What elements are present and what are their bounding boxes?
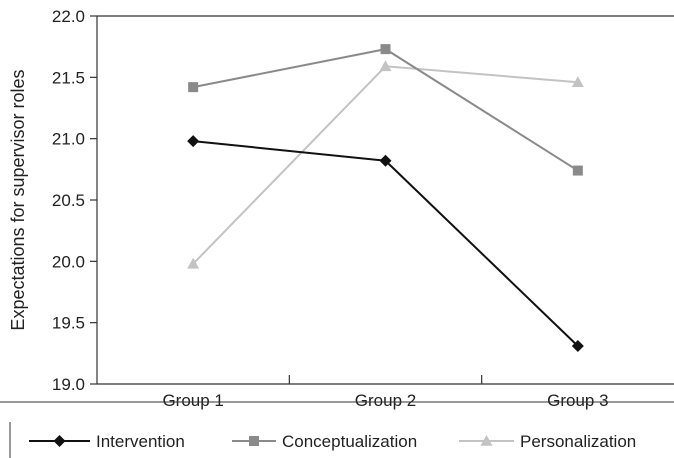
legend-item-personalization: Personalization: [459, 432, 636, 451]
data-point-conceptualization: [572, 165, 583, 176]
data-point-intervention: [187, 135, 200, 148]
legend-swatch-marker: [249, 436, 259, 446]
y-tick-label: 21.5: [52, 68, 85, 87]
series-line-intervention: [193, 140, 579, 347]
data-point-intervention: [379, 154, 392, 167]
series-conceptualization: [188, 44, 583, 176]
legend: Intervention Conceptualization Personaliza…: [0, 401, 674, 458]
legend-swatch-marker: [480, 435, 493, 446]
legend-item-intervention: Intervention: [29, 432, 185, 451]
series-layer: [187, 44, 584, 352]
x-tick-label: Group 1: [162, 391, 223, 410]
series-personalization: [187, 60, 584, 269]
legend-label: Conceptualization: [282, 432, 417, 451]
legend-label: Intervention: [96, 432, 185, 451]
legend-item-conceptualization: Conceptualization: [232, 432, 417, 451]
y-tick-label: 19.0: [52, 375, 85, 394]
legend-label: Personalization: [520, 432, 636, 451]
data-point-intervention: [571, 339, 584, 352]
y-tick-label: 21.0: [52, 130, 85, 149]
y-tick-label: 22.0: [52, 7, 85, 26]
legend-swatch-marker: [53, 435, 66, 447]
data-point-conceptualization: [380, 44, 391, 55]
legend-items: Intervention Conceptualization Personaliza…: [29, 432, 636, 451]
x-tick-label: Group 3: [547, 391, 608, 410]
y-tick-label: 20.5: [52, 191, 85, 210]
data-point-personalization: [379, 60, 392, 72]
data-point-personalization: [571, 76, 584, 88]
x-tick-label: Group 2: [355, 391, 416, 410]
y-axis-title: Expectations for supervisor roles: [8, 69, 28, 330]
data-point-personalization: [187, 257, 200, 269]
y-tick-label: 19.5: [52, 314, 85, 333]
plot-area: [96, 15, 674, 385]
series-intervention: [187, 135, 584, 352]
y-axis-ticks: 19.0 19.5 20.0 20.5 21.0 21.5 22.0: [52, 7, 97, 394]
x-axis-ticks: Group 1 Group 2 Group 3: [162, 375, 609, 410]
data-point-conceptualization: [188, 82, 199, 93]
y-tick-label: 20.0: [52, 252, 85, 271]
